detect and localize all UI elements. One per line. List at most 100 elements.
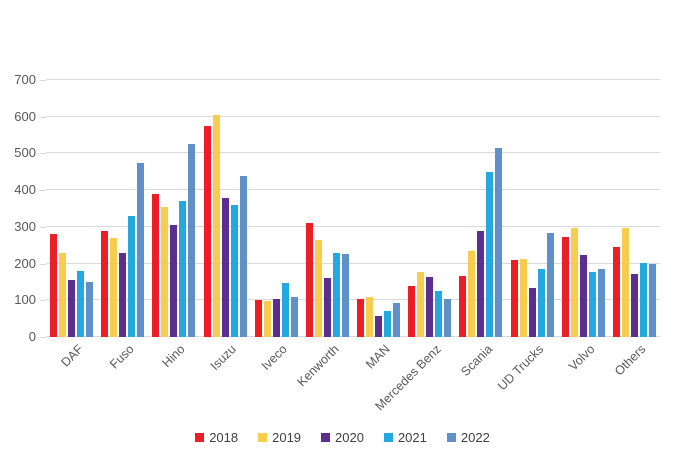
bar-others-2018: [612, 247, 620, 337]
gridline-400: [46, 189, 660, 191]
gridline-600: [46, 115, 660, 117]
x-label-iveco: Iveco: [259, 342, 291, 374]
bar-volvo-2018: [561, 237, 569, 337]
legend-label-2018: 2018: [209, 430, 239, 445]
legend-label-2021: 2021: [397, 430, 427, 445]
gridline-0: [46, 336, 660, 337]
bar-scania-2018: [459, 276, 467, 337]
bar-group-man: [353, 80, 404, 337]
bar-group-iveco: [251, 80, 302, 337]
bar-group-others: [609, 80, 660, 337]
y-tickmark-0: [40, 337, 46, 338]
bar-daf-2020: [68, 280, 76, 337]
bar-fuso-2022: [137, 162, 145, 337]
bar-daf-2021: [77, 270, 85, 337]
y-tickmark-100: [40, 300, 46, 302]
bar-hino-2018: [152, 193, 160, 337]
x-label-ud-trucks: UD Trucks: [494, 342, 546, 394]
y-tick-label-700: 700: [14, 72, 36, 87]
y-tick-label-300: 300: [14, 218, 36, 234]
bar-group-scania: [455, 80, 506, 337]
bar-kenworth-2019: [314, 239, 322, 337]
x-label-hino: Hino: [159, 342, 188, 371]
bar-volvo-2021: [588, 272, 596, 337]
bar-isuzu-2018: [203, 125, 211, 337]
bar-isuzu-2020: [221, 197, 229, 337]
y-tick-label-100: 100: [14, 292, 36, 308]
y-tickmark-400: [40, 190, 46, 192]
x-label-daf: DAF: [57, 342, 86, 370]
legend-item-2020: 2020: [321, 430, 364, 445]
legend-item-2019: 2019: [258, 430, 301, 445]
y-tick-label-200: 200: [14, 255, 36, 271]
bar-man-2018: [357, 298, 365, 337]
bar-group-kenworth: [302, 80, 353, 337]
legend-label-2022: 2022: [460, 430, 490, 445]
bar-mercedes-benz-2020: [426, 277, 434, 337]
gridline-700: [46, 79, 660, 80]
legend-item-2021: 2021: [383, 430, 427, 445]
x-label-kenworth: Kenworth: [294, 342, 342, 390]
bar-isuzu-2019: [212, 114, 220, 337]
bar-scania-2021: [486, 171, 494, 337]
bar-ud-trucks-2019: [519, 259, 527, 337]
bar-others-2020: [630, 274, 638, 337]
bar-hino-2019: [161, 206, 169, 337]
bar-daf-2019: [59, 252, 67, 337]
legend-swatch-2021: [383, 433, 393, 442]
x-label-others: Others: [611, 342, 649, 379]
bar-kenworth-2022: [341, 254, 349, 337]
bar-daf-2018: [50, 234, 58, 337]
gridline-100: [46, 299, 660, 301]
bar-volvo-2019: [570, 227, 578, 337]
bar-others-2021: [639, 262, 647, 337]
y-tick-label-600: 600: [14, 108, 36, 124]
bar-group-daf: [46, 80, 97, 337]
bar-group-ud-trucks: [507, 80, 558, 337]
bar-iveco-2021: [281, 283, 289, 337]
bar-iveco-2022: [290, 297, 298, 337]
bar-groups: [46, 80, 660, 337]
gridline-200: [46, 262, 660, 264]
bar-kenworth-2021: [332, 252, 340, 337]
legend-item-2018: 2018: [195, 430, 238, 445]
bar-mercedes-benz-2021: [435, 291, 443, 337]
bar-isuzu-2021: [230, 204, 238, 337]
bar-kenworth-2018: [305, 223, 313, 337]
y-tick-label-400: 400: [14, 182, 36, 198]
bar-ud-trucks-2018: [510, 259, 518, 337]
bar-man-2019: [366, 297, 374, 337]
bar-group-mercedes-benz: [404, 80, 455, 337]
bar-man-2021: [384, 310, 392, 337]
bar-isuzu-2022: [239, 175, 247, 337]
y-tick-label-0: 0: [28, 329, 36, 344]
bar-scania-2022: [495, 147, 503, 337]
legend-swatch-2022: [446, 433, 456, 442]
x-label-isuzu: Isuzu: [207, 342, 239, 374]
bar-volvo-2022: [597, 269, 605, 337]
bar-man-2020: [375, 315, 383, 337]
y-tickmark-300: [40, 226, 46, 228]
y-tick-label-500: 500: [14, 145, 36, 161]
x-label-volvo: Volvo: [565, 342, 598, 374]
bar-mercedes-benz-2018: [408, 285, 416, 337]
bar-others-2022: [648, 263, 656, 337]
y-tickmark-500: [40, 153, 46, 155]
bar-fuso-2019: [110, 237, 118, 337]
bar-iveco-2019: [263, 301, 271, 337]
legend-swatch-2019: [258, 433, 268, 442]
bar-mercedes-benz-2022: [444, 298, 452, 337]
plot-area: [46, 79, 660, 337]
bar-group-volvo: [558, 80, 609, 337]
bar-fuso-2018: [101, 230, 109, 337]
gridline-300: [46, 225, 660, 227]
x-label-fuso: Fuso: [107, 342, 137, 372]
bar-volvo-2020: [579, 255, 587, 337]
bar-scania-2020: [477, 230, 485, 337]
y-tickmark-700: [40, 80, 46, 81]
bar-hino-2020: [170, 225, 178, 337]
legend-label-2019: 2019: [272, 430, 302, 445]
bar-group-fuso: [97, 80, 148, 337]
bar-scania-2019: [468, 250, 476, 337]
